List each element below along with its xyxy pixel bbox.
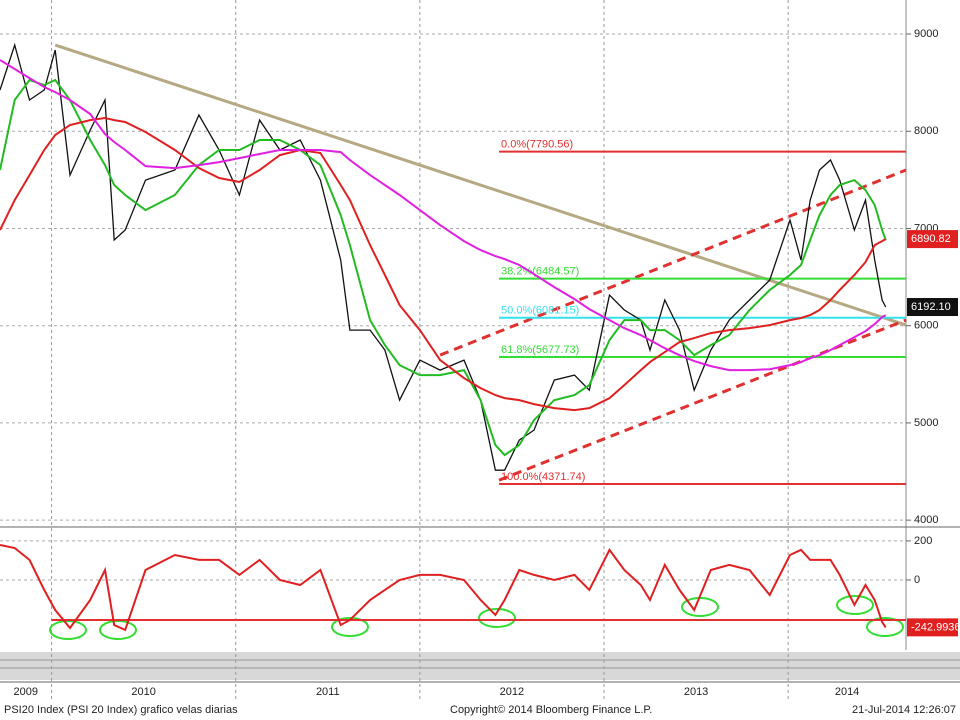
marker-ellipse — [478, 608, 516, 628]
level-label: 50.0%(6081.15) — [501, 305, 579, 317]
x-tick-label: 2012 — [500, 686, 524, 698]
footer-left: PSI20 Index (PSI 20 Index) grafico velas… — [4, 704, 238, 716]
value-tag — [907, 618, 958, 637]
trend-line — [439, 168, 907, 357]
value-tag — [907, 298, 958, 317]
marker-ellipse — [331, 617, 369, 637]
y-tick-label: 5000 — [914, 417, 938, 429]
series-line — [0, 78, 887, 457]
y-tick-label: 8000 — [914, 125, 938, 137]
series-line — [0, 42, 887, 471]
level-label: 61.8%(5677.73) — [501, 344, 579, 356]
level-label: 100.0%(4371.74) — [501, 471, 585, 483]
series-line — [0, 59, 887, 372]
scroll-strip — [0, 652, 960, 680]
footer-center: Copyright© 2014 Bloomberg Finance L.P. — [450, 704, 652, 716]
value-tag-label: 6890.82 — [911, 233, 951, 245]
x-tick-label: 2013 — [684, 686, 708, 698]
y-tick-label: 9000 — [914, 28, 938, 40]
x-tick-label: 2009 — [14, 686, 38, 698]
y-tick-label: 0 — [914, 574, 920, 586]
series-line — [0, 544, 887, 632]
series-line — [0, 116, 887, 412]
value-tag — [907, 230, 958, 249]
y-tick-label: 200 — [914, 535, 932, 547]
y-tick-label: 4000 — [914, 514, 938, 526]
y-tick-label: 6000 — [914, 320, 938, 332]
value-tag-label: 6192.10 — [911, 301, 951, 313]
value-tag-label: -242.9936 — [911, 621, 960, 633]
x-tick-label: 2014 — [835, 686, 859, 698]
level-label: 0.0%(7790.56) — [501, 139, 573, 151]
footer-right: 21-Jul-2014 12:26:07 — [852, 704, 956, 716]
marker-ellipse — [836, 595, 874, 615]
x-tick-label: 2011 — [316, 686, 340, 698]
marker-ellipse — [49, 620, 87, 640]
marker-ellipse — [99, 620, 137, 640]
marker-ellipse — [866, 617, 904, 637]
level-label: 38.2%(6484.57) — [501, 265, 579, 277]
x-tick-label: 2010 — [131, 686, 155, 698]
